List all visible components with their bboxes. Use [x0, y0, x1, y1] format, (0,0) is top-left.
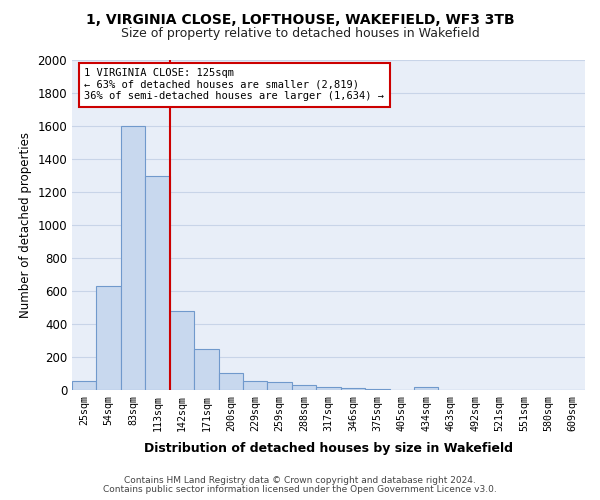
Bar [268, 382, 292, 390]
Bar [145, 176, 170, 390]
Y-axis label: Number of detached properties: Number of detached properties [19, 132, 32, 318]
Bar [243, 381, 268, 390]
Text: Contains public sector information licensed under the Open Government Licence v3: Contains public sector information licen… [103, 485, 497, 494]
Bar [97, 286, 121, 390]
Bar [316, 386, 341, 390]
Bar [121, 126, 145, 390]
Text: Contains HM Land Registry data © Crown copyright and database right 2024.: Contains HM Land Registry data © Crown c… [124, 476, 476, 485]
Bar [365, 388, 389, 390]
Bar [218, 373, 243, 390]
Bar [170, 311, 194, 390]
Text: 1 VIRGINIA CLOSE: 125sqm
← 63% of detached houses are smaller (2,819)
36% of sem: 1 VIRGINIA CLOSE: 125sqm ← 63% of detach… [85, 68, 385, 102]
Bar [292, 386, 316, 390]
Text: Size of property relative to detached houses in Wakefield: Size of property relative to detached ho… [121, 28, 479, 40]
Bar [341, 388, 365, 390]
Text: 1, VIRGINIA CLOSE, LOFTHOUSE, WAKEFIELD, WF3 3TB: 1, VIRGINIA CLOSE, LOFTHOUSE, WAKEFIELD,… [86, 12, 514, 26]
Bar [194, 349, 218, 390]
Bar [72, 381, 97, 390]
X-axis label: Distribution of detached houses by size in Wakefield: Distribution of detached houses by size … [144, 442, 513, 455]
Bar [414, 387, 439, 390]
